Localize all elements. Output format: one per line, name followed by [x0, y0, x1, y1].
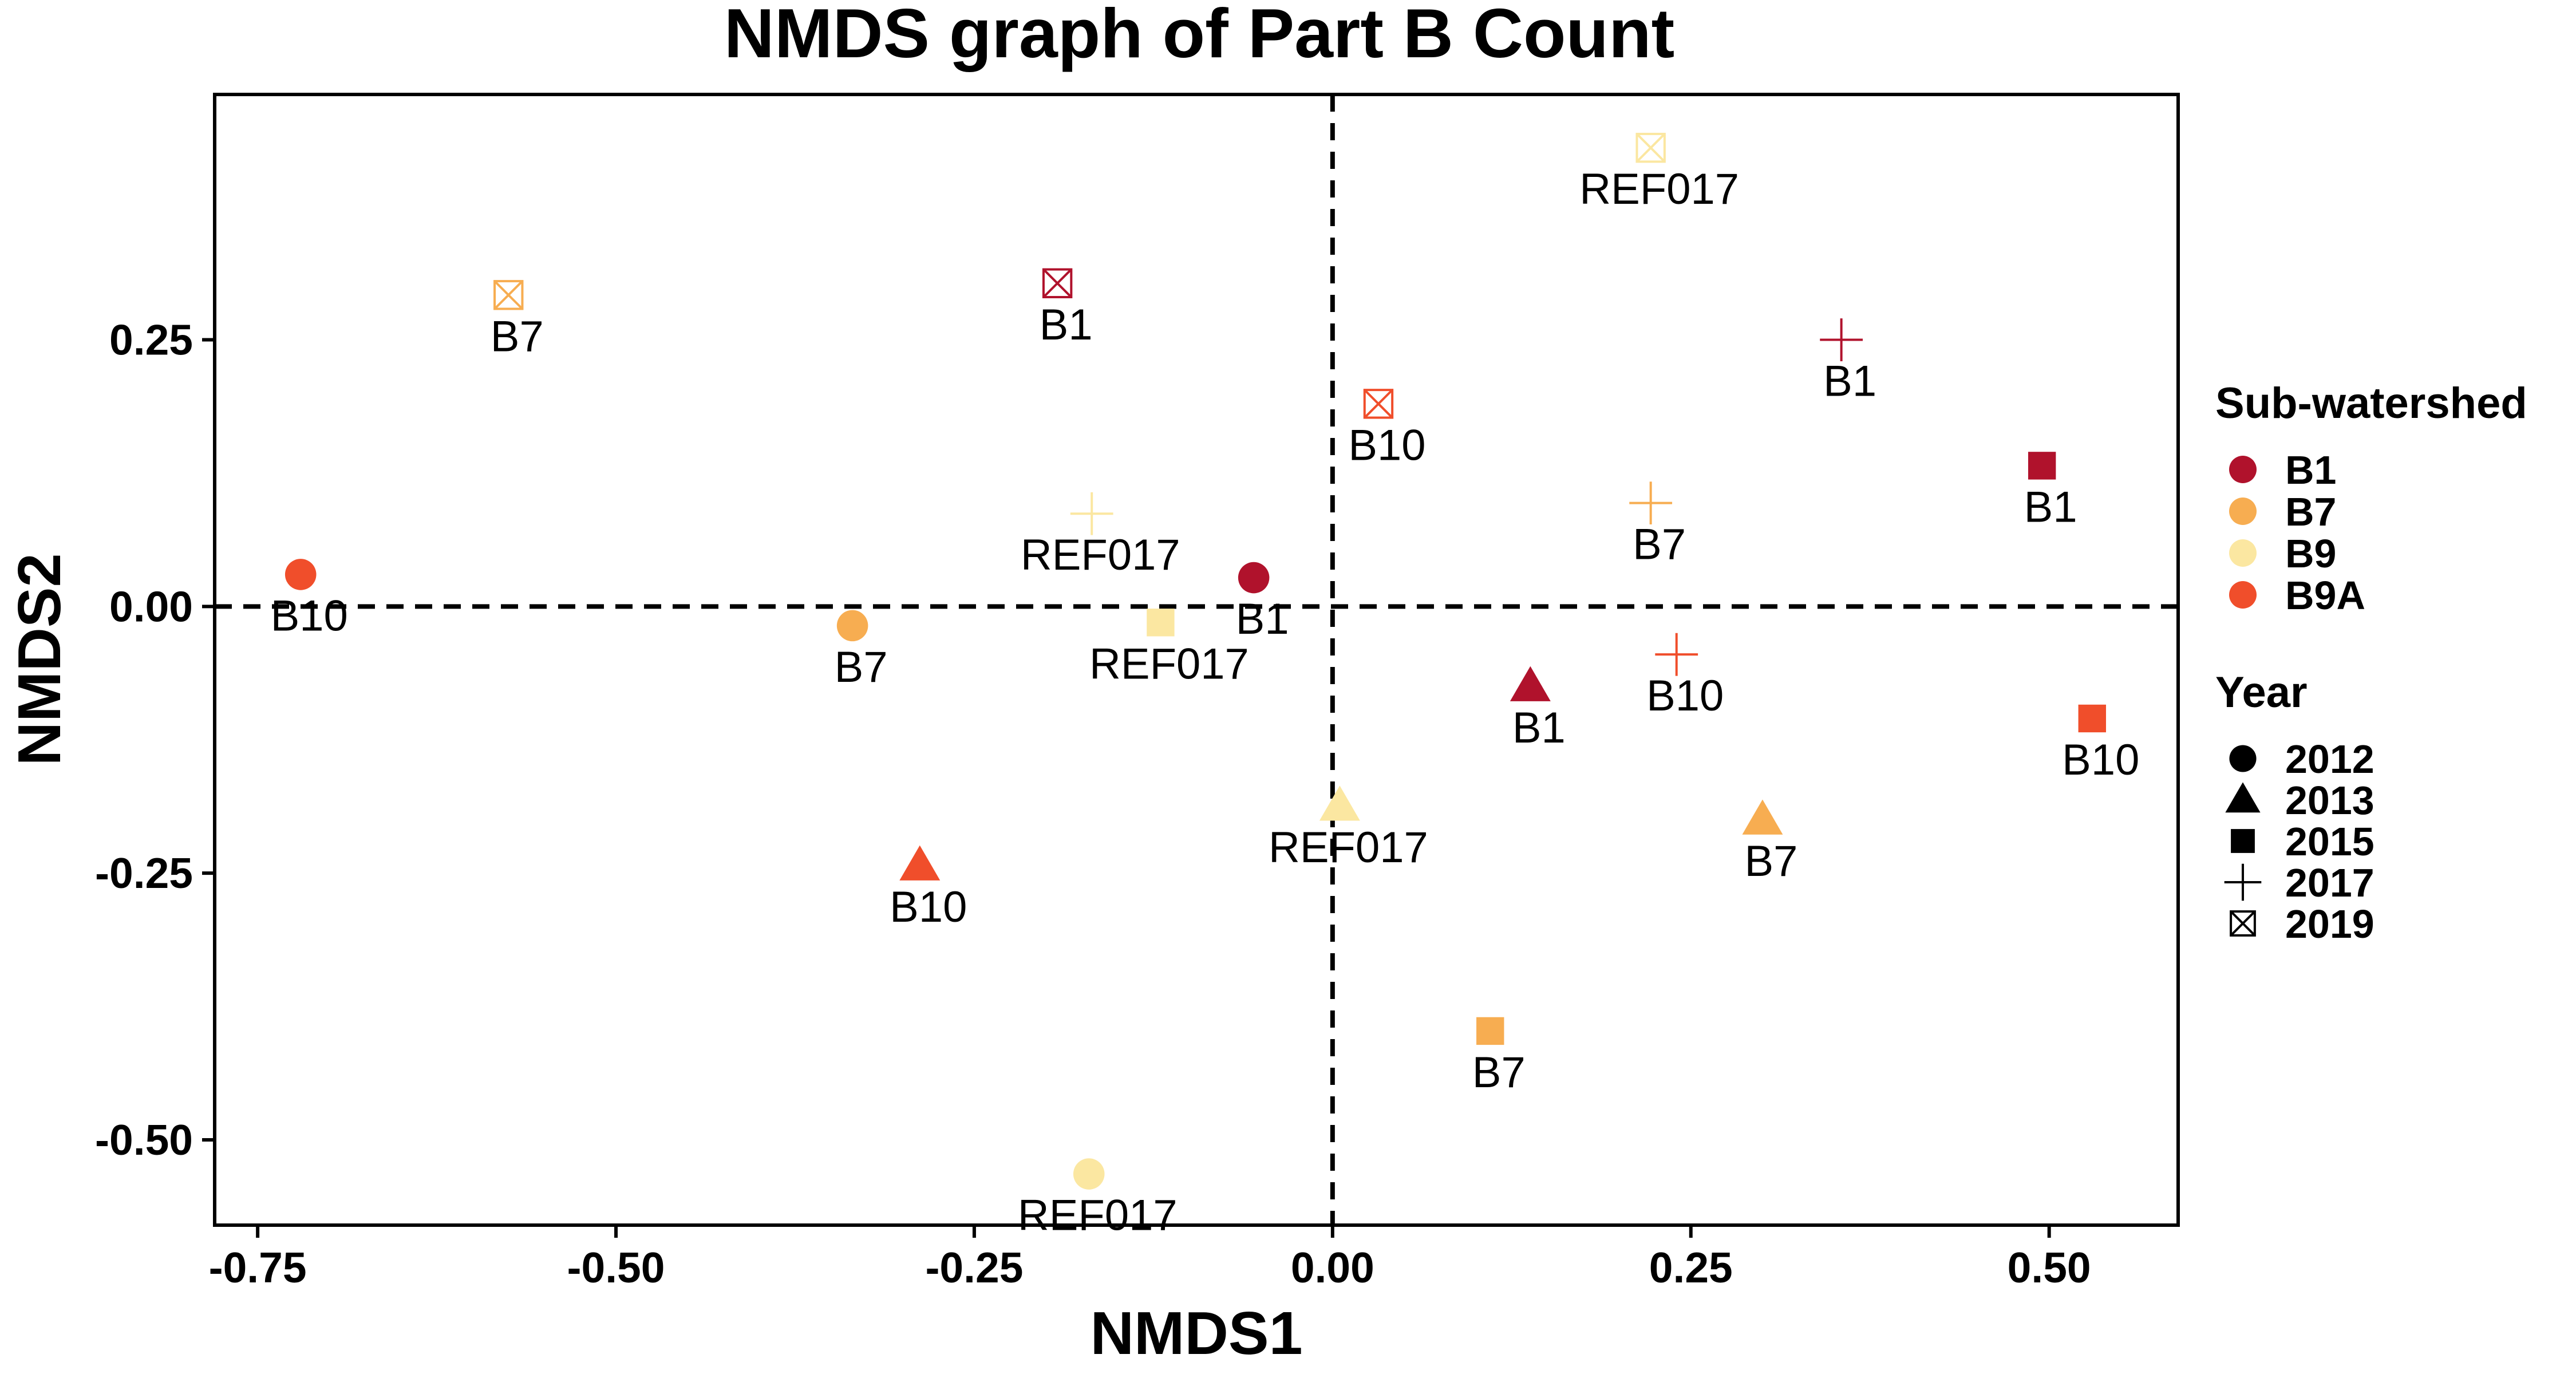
data-point [1742, 799, 1783, 835]
legend-shape-swatch [2225, 782, 2261, 813]
legend-color-swatch [2229, 456, 2257, 483]
legend-shape-title: Year [2215, 668, 2308, 717]
point-label: B1 [1823, 357, 1876, 406]
point-label: REF017 [1269, 823, 1428, 872]
legend-shape-label: 2017 [2285, 860, 2374, 905]
legend-color-label: B9A [2285, 573, 2365, 618]
point-label: B10 [1646, 672, 1724, 720]
data-point [493, 280, 524, 310]
point-label: B7 [1744, 837, 1797, 886]
point-label: B10 [2062, 736, 2139, 784]
point-label: REF017 [1018, 1191, 1178, 1240]
y-tick-label: 0.25 [109, 316, 193, 364]
legend-color-label: B7 [2285, 489, 2336, 534]
point-label: B1 [1236, 595, 1289, 643]
x-tick-label: -0.25 [925, 1243, 1023, 1292]
data-point [1147, 609, 1175, 637]
x-axis: -0.75 -0.50 -0.25 0.00 0.25 0.50 [209, 1225, 2091, 1292]
legend-shape-swatch [2229, 745, 2257, 772]
x-tick-label: 0.25 [1649, 1243, 1733, 1292]
data-point [1042, 268, 1073, 298]
data-point [1319, 785, 1360, 821]
legend-color-swatch [2229, 581, 2257, 609]
point-label: B1 [1512, 704, 1566, 752]
legend-color-swatch [2229, 539, 2257, 567]
point-label: B10 [1348, 421, 1425, 469]
y-tick-label: 0.00 [109, 582, 193, 630]
chart-title: NMDS graph of Part B Count [724, 0, 1674, 72]
y-tick-label: -0.50 [95, 1116, 193, 1164]
data-point [1363, 389, 1394, 419]
legend-color-title: Sub-watershed [2215, 379, 2527, 428]
point-label: REF017 [1579, 165, 1739, 214]
point-label: B7 [835, 643, 888, 692]
point-label: B7 [1633, 520, 1686, 569]
data-point [899, 845, 941, 881]
data-point [836, 610, 868, 642]
x-tick-label: 0.50 [2008, 1243, 2091, 1292]
plot-panel [213, 93, 2180, 1227]
y-axis: -0.50 -0.25 0.00 0.25 [95, 316, 215, 1164]
legend-shape-label: 2015 [2285, 819, 2374, 864]
legend-shape-swatch [2230, 910, 2256, 937]
data-point [2078, 704, 2106, 733]
data-point [1510, 666, 1551, 701]
data-point [1655, 633, 1698, 676]
point-labels: B1 B7 REF017 B10 B1 B7 REF017 B10 B1 B7 REF017 B10 B… [271, 165, 2140, 1239]
zero-reference-lines [215, 94, 2178, 1225]
data-point [2028, 452, 2056, 480]
y-axis-title: NMDS2 [6, 553, 73, 765]
data-points [285, 132, 2106, 1190]
point-label: B1 [2024, 483, 2077, 531]
data-point [285, 559, 317, 590]
y-tick-label: -0.25 [95, 849, 193, 897]
x-axis-title: NMDS1 [1090, 1300, 1302, 1367]
point-label: B7 [1472, 1048, 1526, 1097]
point-label: B7 [491, 312, 544, 361]
data-point [1476, 1017, 1504, 1045]
legend-shape-label: 2012 [2285, 737, 2374, 781]
point-label: REF017 [1021, 531, 1180, 579]
legend-color-label: B1 [2285, 448, 2336, 492]
data-point [1820, 318, 1863, 361]
point-label: B1 [1040, 301, 1093, 349]
legend-shape-label: 2019 [2285, 902, 2374, 946]
point-label: B10 [271, 591, 348, 640]
point-label: B10 [890, 883, 967, 931]
data-point [1073, 1158, 1105, 1190]
legend-shape-swatch [2231, 829, 2255, 853]
legend-color-label: B9 [2285, 531, 2336, 576]
point-label: REF017 [1089, 639, 1249, 688]
data-point [1629, 481, 1673, 525]
data-point [1635, 132, 1666, 163]
data-point [1238, 562, 1270, 594]
legend-shape-swatch [2224, 863, 2262, 901]
x-tick-label: -0.50 [567, 1243, 665, 1292]
x-tick-label: 0.00 [1291, 1243, 1374, 1292]
legend-shape-label: 2013 [2285, 778, 2374, 823]
data-point [1070, 492, 1113, 535]
x-tick-label: -0.75 [209, 1243, 307, 1292]
legend-color-swatch [2229, 498, 2257, 525]
